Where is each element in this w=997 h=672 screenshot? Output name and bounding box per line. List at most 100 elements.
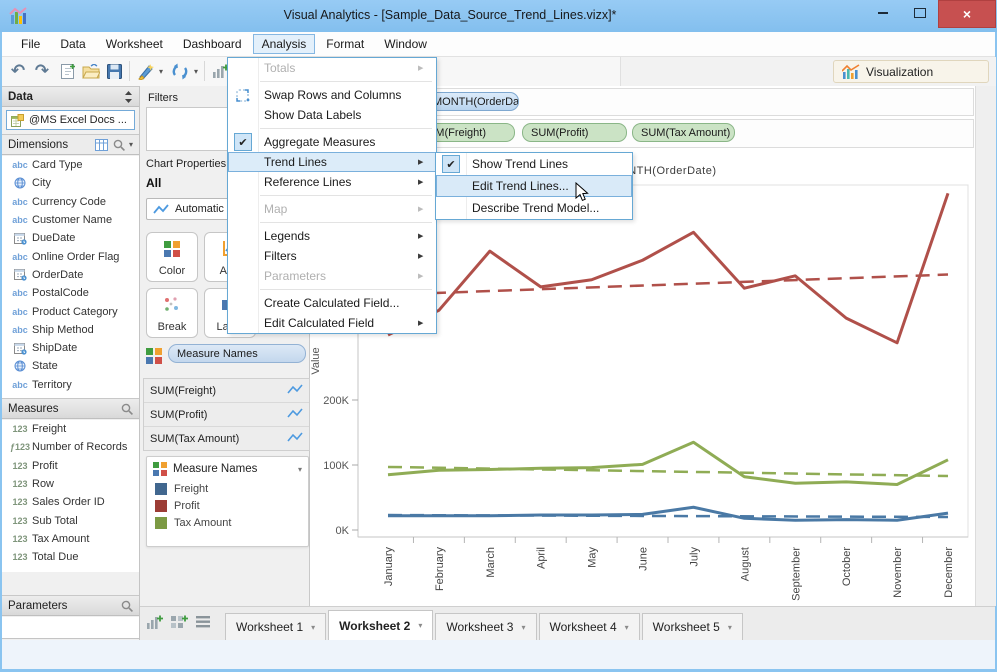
- status-strip: [2, 640, 995, 669]
- dimension-postalcode[interactable]: abc PostalCode: [2, 284, 139, 302]
- find-parameter-icon[interactable]: [121, 600, 133, 612]
- measure-tax-amount[interactable]: 123 Tax Amount: [2, 530, 139, 548]
- find-field-icon[interactable]: [113, 139, 125, 151]
- format-tool-dropdown-icon[interactable]: ▾: [158, 66, 163, 76]
- measure-sub-total[interactable]: 123 Sub Total: [2, 511, 139, 529]
- save-icon[interactable]: [104, 61, 124, 81]
- menu-item-totals[interactable]: Totals ▶: [228, 58, 436, 78]
- dimension-shipdate[interactable]: ShipDate: [2, 339, 139, 357]
- swap-panel-icon[interactable]: [124, 90, 133, 103]
- legend-entry-profit[interactable]: Profit: [147, 497, 308, 514]
- visualization-button[interactable]: Visualization: [833, 60, 989, 83]
- menu-item-create-calculated-field[interactable]: Create Calculated Field...: [228, 293, 436, 313]
- tab-menu-icon[interactable]: ▾: [521, 622, 526, 632]
- close-button[interactable]: ×: [938, 0, 996, 28]
- legend-menu-icon[interactable]: ▾: [297, 464, 302, 474]
- parameters-header[interactable]: Parameters: [2, 595, 139, 616]
- rows-pill-sum-tax-amount[interactable]: SUM(Tax Amount): [632, 123, 735, 142]
- tab-worksheet-2[interactable]: Worksheet 2 ▾: [328, 610, 434, 640]
- menu-analysis[interactable]: Analysis: [252, 34, 316, 54]
- title-bar[interactable]: Visual Analytics - [Sample_Data_Source_T…: [0, 0, 997, 32]
- dimensions-header[interactable]: Dimensions ▾: [2, 134, 139, 155]
- submenu-item-describe-trend-model[interactable]: Describe Trend Model...: [436, 197, 632, 219]
- menu-item-gutter: ✔: [228, 132, 258, 152]
- measure-freight[interactable]: 123 Freight: [2, 420, 139, 438]
- rows-pill-sum-profit[interactable]: SUM(Profit): [522, 123, 627, 142]
- undo-icon[interactable]: ↶: [10, 61, 26, 80]
- new-workbook-icon[interactable]: [57, 61, 77, 81]
- menu-item-filters[interactable]: Filters ▶: [228, 246, 436, 266]
- dimension-orderdate[interactable]: OrderDate: [2, 266, 139, 284]
- menu-window[interactable]: Window: [384, 37, 427, 51]
- dimension-product-category[interactable]: abc Product Category: [2, 302, 139, 320]
- dimension-territory[interactable]: abc Territory: [2, 376, 139, 394]
- tab-menu-icon[interactable]: ▾: [311, 622, 316, 632]
- dimension-duedate[interactable]: DueDate: [2, 229, 139, 247]
- dimension-online-order-flag[interactable]: abc Online Order Flag: [2, 247, 139, 265]
- tab-worksheet-3[interactable]: Worksheet 3 ▾: [435, 613, 537, 640]
- dimension-ship-method[interactable]: abc Ship Method: [2, 321, 139, 339]
- measure-names-pill[interactable]: Measure Names: [168, 344, 306, 363]
- tab-menu-icon[interactable]: ▾: [727, 622, 732, 632]
- tab-label: Worksheet 1: [236, 620, 304, 634]
- menu-item-trend-lines[interactable]: Trend Lines ▶: [228, 152, 436, 172]
- measure-number-of-records[interactable]: ƒ123 Number of Records: [2, 438, 139, 456]
- menu-item-parameters[interactable]: Parameters ▶: [228, 266, 436, 286]
- data-source-item[interactable]: @MS Excel Docs ...: [6, 110, 135, 130]
- dimensions-menu-icon[interactable]: ▾: [128, 140, 133, 149]
- columns-pill[interactable]: MONTH(OrderDate): [424, 92, 519, 111]
- tab-menu-icon[interactable]: ▾: [418, 621, 423, 630]
- measure-row-sum-tax-amount[interactable]: SUM(Tax Amount): [144, 427, 309, 450]
- break-button[interactable]: Break: [146, 288, 198, 338]
- menu-item-edit-calculated-field[interactable]: Edit Calculated Field ▶: [228, 313, 436, 333]
- dimension-currency-code[interactable]: abc Currency Code: [2, 193, 139, 211]
- menu-item-swap-rows-and-columns[interactable]: Swap Rows and Columns: [228, 85, 436, 105]
- measure-sales-order-id[interactable]: 123 Sales Order ID: [2, 493, 139, 511]
- menu-data[interactable]: Data: [60, 37, 86, 51]
- menu-item-reference-lines[interactable]: Reference Lines ▶: [228, 172, 436, 192]
- submenu-item-edit-trend-lines[interactable]: Edit Trend Lines...: [436, 175, 632, 197]
- dimension-card-type[interactable]: abc Card Type: [2, 156, 139, 174]
- measure-row-sum-profit[interactable]: SUM(Profit): [144, 403, 309, 427]
- measure-profit[interactable]: 123 Profit: [2, 457, 139, 475]
- menu-item-map[interactable]: Map ▶: [228, 199, 436, 219]
- format-tool-icon[interactable]: [135, 61, 157, 81]
- menu-worksheet[interactable]: Worksheet: [105, 37, 163, 51]
- new-dashboard-icon[interactable]: [170, 614, 188, 630]
- minimize-button[interactable]: [868, 0, 898, 26]
- measure-row-sum-freight[interactable]: SUM(Freight): [144, 379, 309, 403]
- view-data-icon[interactable]: [94, 138, 108, 151]
- tab-worksheet-4[interactable]: Worksheet 4 ▾: [538, 613, 640, 640]
- maximize-button[interactable]: [905, 0, 935, 26]
- data-panel-header[interactable]: Data: [2, 86, 139, 107]
- worksheet-list-icon[interactable]: [195, 615, 211, 629]
- redo-icon[interactable]: ↷: [34, 61, 50, 80]
- menu-item-aggregate-measures[interactable]: ✔ Aggregate Measures: [228, 132, 436, 152]
- refresh-icon[interactable]: [169, 61, 191, 81]
- break-icon: [165, 297, 178, 311]
- menu-format[interactable]: Format: [326, 37, 365, 51]
- legend-header[interactable]: Measure Names ▾: [147, 457, 308, 480]
- dimension-city[interactable]: City: [2, 174, 139, 192]
- dimension-state[interactable]: State: [2, 357, 139, 375]
- legend-entry-freight[interactable]: Freight: [147, 480, 308, 497]
- tab-menu-icon[interactable]: ▾: [624, 622, 629, 632]
- tab-worksheet-1[interactable]: Worksheet 1 ▾: [225, 613, 327, 640]
- submenu-item-show-trend-lines[interactable]: ✔ Show Trend Lines: [436, 153, 632, 175]
- refresh-dropdown-icon[interactable]: ▾: [193, 66, 198, 76]
- measures-header[interactable]: Measures: [2, 398, 139, 419]
- menu-item-show-data-labels[interactable]: Show Data Labels: [228, 105, 436, 125]
- dimension-customer-name[interactable]: abc Customer Name: [2, 211, 139, 229]
- measure-total-due[interactable]: 123 Total Due: [2, 548, 139, 566]
- find-measure-icon[interactable]: [121, 403, 133, 415]
- color-button[interactable]: Color: [146, 232, 198, 282]
- tab-worksheet-5[interactable]: Worksheet 5 ▾: [641, 613, 743, 640]
- measure-row[interactable]: 123 Row: [2, 475, 139, 493]
- legend-entry-tax-amount[interactable]: Tax Amount: [147, 514, 308, 531]
- menu-item-legends[interactable]: Legends ▶: [228, 226, 436, 246]
- tab-all[interactable]: All: [146, 176, 162, 190]
- open-icon[interactable]: [80, 61, 102, 81]
- menu-file[interactable]: File: [21, 37, 41, 51]
- new-worksheet-icon[interactable]: [146, 614, 163, 630]
- menu-dashboard[interactable]: Dashboard: [182, 37, 242, 51]
